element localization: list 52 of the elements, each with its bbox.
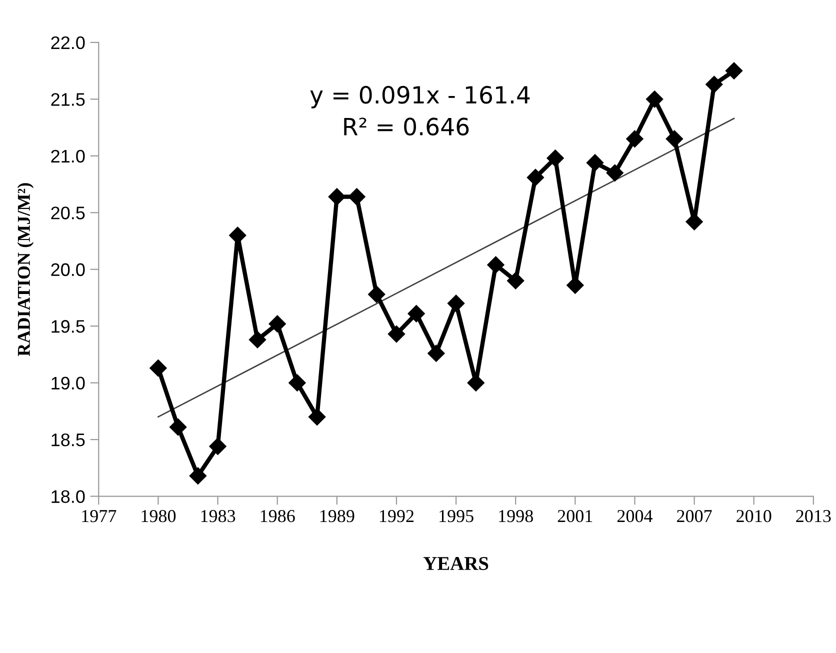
x-tick-label: 1977: [82, 510, 116, 522]
point: [428, 344, 445, 362]
y-tick-label: 18.5: [52, 433, 85, 446]
y-axis-title: RADIATION (MJ/M²): [17, 183, 34, 356]
point: [626, 130, 644, 148]
point: [447, 294, 465, 312]
point: [328, 188, 346, 206]
point: [725, 62, 743, 80]
x-tick-label: 1998: [499, 510, 533, 522]
point: [288, 374, 306, 392]
point: [308, 408, 326, 426]
y-tick-label: 22.0: [51, 36, 85, 50]
annotation: R² = 0.646: [344, 118, 469, 136]
x-tick-label: 2013: [796, 510, 831, 522]
point: [368, 286, 386, 303]
x-tick-label: 2010: [736, 510, 772, 522]
x-tick-label: 1992: [380, 510, 414, 522]
y-tick-label: 19.5: [52, 320, 85, 333]
x-tick-label: 2007: [677, 510, 712, 522]
point: [408, 305, 425, 322]
x-tick-label: 1995: [440, 510, 474, 522]
y-tick-label: 21.0: [51, 150, 85, 163]
y-tick-label: 20.5: [51, 206, 85, 220]
point: [268, 315, 286, 332]
point: [646, 90, 664, 108]
point: [248, 331, 266, 348]
annotation: y = 0.091x - 161.4: [310, 86, 530, 108]
x-axis-title: YEARS: [423, 557, 488, 570]
x-tick-label: 1983: [201, 510, 236, 522]
x-tick-label: 1986: [260, 510, 295, 522]
point: [170, 418, 187, 436]
point: [388, 325, 406, 343]
x-tick-label: 2001: [558, 510, 592, 522]
x-tick-label: 1989: [320, 510, 354, 522]
point: [348, 188, 366, 206]
point: [209, 438, 226, 455]
point: [189, 467, 206, 484]
point: [586, 154, 604, 172]
x-tick-label: 1980: [142, 510, 176, 522]
point: [150, 360, 167, 377]
y-tick-label: 19.0: [52, 376, 85, 390]
point: [546, 150, 564, 167]
point: [706, 76, 723, 93]
point: [507, 272, 524, 290]
y-tick-label: 21.5: [51, 93, 85, 106]
point: [666, 130, 683, 148]
y-tick-label: 20.0: [51, 263, 85, 276]
y-tick-label: 18.0: [52, 490, 85, 503]
point: [526, 168, 544, 186]
x-tick-label: 2004: [617, 510, 653, 522]
point: [487, 256, 504, 274]
point: [606, 164, 624, 182]
